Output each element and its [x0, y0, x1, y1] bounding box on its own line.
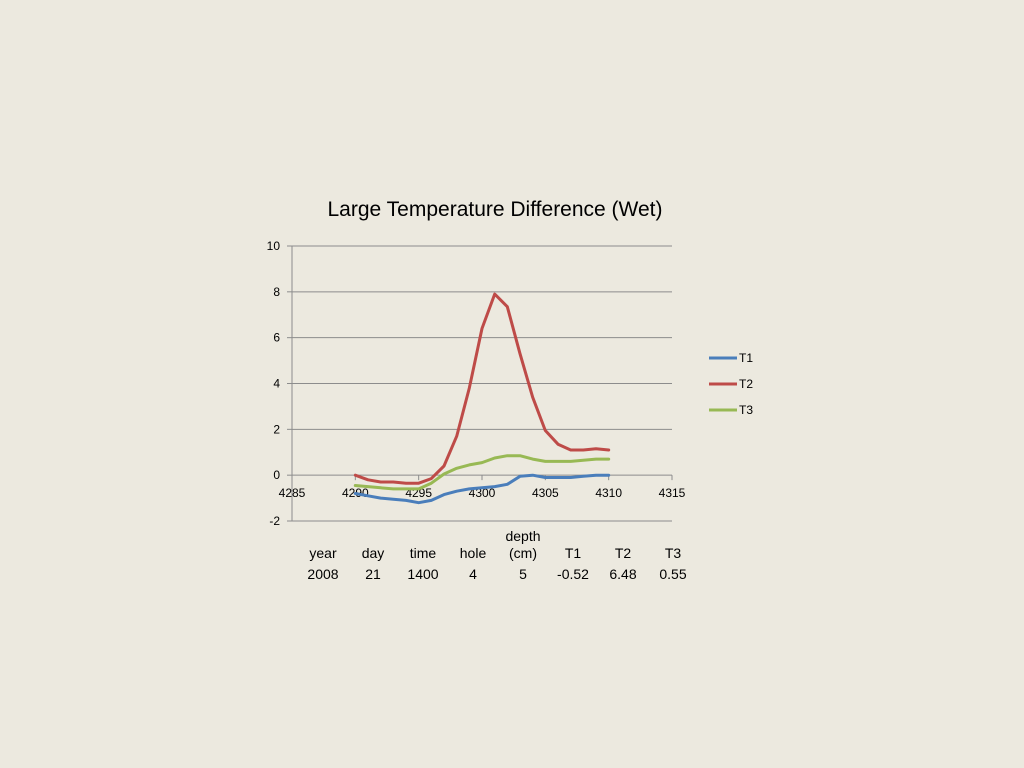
y-tick-label: 10	[267, 239, 281, 253]
y-tick-label: 2	[273, 422, 280, 436]
parameter-table: year day time hole depth (cm) T1 T2 T3 2…	[298, 528, 698, 583]
header-t3: T3	[664, 545, 682, 561]
x-tick-label: 4315	[659, 486, 686, 500]
x-tick-label: 4305	[532, 486, 559, 500]
header-year: year	[309, 545, 337, 561]
header-t1: T1	[564, 545, 582, 561]
header-depth: depth (cm)	[498, 528, 548, 562]
value-hole: 4	[469, 566, 477, 582]
value-day: 21	[365, 566, 381, 582]
parameter-header-row: year day time hole depth (cm) T1 T2 T3	[298, 528, 698, 562]
header-hole: hole	[459, 545, 487, 561]
parameter-value-row: 2008 21 1400 4 5 -0.52 6.48 0.55	[298, 562, 698, 583]
y-tick-label: 8	[273, 285, 280, 299]
header-depth-label: depth	[505, 528, 541, 544]
chart-title: Large Temperature Difference (Wet)	[328, 198, 663, 221]
header-time: time	[409, 545, 437, 561]
series-line-t1	[353, 473, 611, 505]
gridlines	[292, 245, 672, 522]
x-tick-label: 4310	[595, 486, 622, 500]
value-t2: 6.48	[609, 566, 637, 582]
value-year: 2008	[307, 566, 339, 582]
value-time: 1400	[407, 566, 439, 582]
series-line-t3	[353, 454, 611, 491]
legend-label-t1: T1	[739, 351, 753, 365]
value-t3: 0.55	[659, 566, 687, 582]
x-tick-label: 4285	[279, 486, 306, 500]
header-depth-unit: (cm)	[509, 545, 537, 561]
legend: T1 T2 T3	[709, 351, 753, 417]
legend-label-t2: T2	[739, 377, 753, 391]
series-line-t2	[353, 292, 611, 485]
header-day: day	[361, 545, 385, 561]
value-depth: 5	[519, 566, 527, 582]
y-tick-label: 0	[273, 468, 280, 482]
series-lines	[353, 292, 611, 505]
header-t2: T2	[614, 545, 632, 561]
y-tick-label: -2	[269, 514, 280, 528]
y-tick-label: 4	[273, 377, 280, 391]
legend-label-t3: T3	[739, 403, 753, 417]
y-tick-label: 6	[273, 331, 280, 345]
value-t1: -0.52	[557, 566, 589, 582]
